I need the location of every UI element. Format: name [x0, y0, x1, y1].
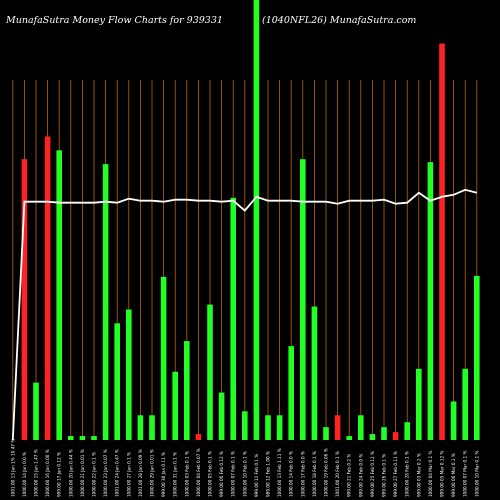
flow-bar — [195, 434, 202, 440]
x-tick-label: 1000.00 31 Jan 0.1 % — [173, 452, 178, 497]
x-tick-label: 1000.00 13 Feb 1.11 % — [277, 448, 282, 497]
chart-subtitle: (1040NFL26) MunafaSutra.com — [262, 15, 416, 26]
flow-bar — [311, 306, 318, 440]
x-tick-label: 1000.00 27 Jan 0.1 % — [126, 452, 131, 497]
x-tick-label: 1000.00 04 Feb 0.07 % — [196, 448, 201, 497]
flow-bar — [137, 415, 144, 440]
x-tick-label: 999.00 03 Mar 0.2 % — [416, 453, 421, 497]
flow-bar — [392, 432, 399, 440]
x-tick-label: 1000.00 20 Jan 0.44 % — [68, 449, 73, 497]
flow-bar — [126, 309, 132, 440]
flow-bar — [160, 276, 167, 440]
flow-bar — [416, 368, 422, 440]
flow-bar — [79, 436, 86, 440]
x-tick-label: 999.00 06 Feb 0.12 % — [219, 451, 224, 497]
x-tick-label: 1000.00 15 Jan 1.47 % — [34, 449, 39, 497]
x-tick-label: 999.00 06 Mar 0.1 % — [451, 453, 456, 497]
x-tick-label: 1000.00 21 Jan 0.01 % — [80, 449, 85, 497]
flow-bar — [439, 43, 445, 441]
price-line — [11, 188, 478, 441]
x-tick-label: 999.00 25 Feb 0.12 % — [370, 451, 375, 497]
flow-bar — [253, 0, 260, 440]
flow-bar — [149, 415, 155, 440]
x-tick-label: 999.00 27 Feb 0.11 % — [393, 451, 398, 497]
flow-bar — [102, 164, 109, 440]
x-axis-tick-labels: 1001.00 13 Jan 1% 10.47 % 1000.00 14 Jan … — [10, 439, 479, 497]
x-tick-label: 999.00 30 Jan 0.11 % — [161, 452, 166, 497]
x-tick-label: 1000.00 29 Jan 0.01 % — [150, 449, 155, 497]
x-tick-label: 1000.00 10 Mar 0.1 % — [474, 450, 479, 497]
flow-bar — [91, 436, 97, 440]
flow-bar — [218, 392, 225, 440]
x-tick-label: 1000.00 23 Jan 0.07 % — [103, 449, 108, 497]
chart-title: MunafaSutra Money Flow Charts for 939331 — [5, 15, 223, 26]
x-tick-label: 1000.00 04 Mar 0.1 % — [428, 450, 433, 497]
x-tick-label: 999.00 21 Feb 0.2 % — [347, 454, 352, 497]
x-tick-label: 999.00 26 Feb 0.1 % — [382, 454, 387, 497]
flow-bar — [323, 427, 329, 440]
price-line-series — [11, 188, 478, 441]
x-tick-label: 1000.00 22 Jan 0.1 % — [92, 452, 97, 497]
x-tick-label: 1000.00 16 Jan 0.00 % — [45, 449, 50, 497]
flow-bar — [33, 382, 39, 440]
grid-lines — [12, 80, 478, 440]
flow-bar — [172, 371, 178, 440]
x-tick-label: 1001.00 20 Feb 0.1 % — [335, 451, 340, 497]
flow-bar — [450, 401, 457, 440]
x-tick-label: 989.00 12 Feb 1.00 % — [266, 451, 271, 497]
flow-bar — [334, 415, 341, 440]
flow-bar — [381, 427, 387, 440]
x-tick-label: 999.00 24 Feb 0.0 % — [358, 454, 363, 497]
flow-bar — [346, 436, 352, 440]
flow-bar — [230, 197, 236, 440]
x-tick-label: 1001.00 28 Jan 0.09 % — [138, 449, 143, 497]
x-tick-label: 999.00 05 Mar 0.12 % — [440, 450, 445, 497]
x-tick-label: 1000.00 07 Mar 0.1 % — [463, 450, 468, 497]
flow-bar — [207, 304, 213, 440]
x-tick-label: 1000.00 18 Feb 0.1 % — [312, 451, 317, 497]
x-tick-label: 1001.00 13 Jan 1% 10.47 % — [10, 439, 15, 497]
flow-bar — [68, 436, 74, 440]
flow-bar — [114, 323, 120, 440]
flow-bar — [369, 434, 376, 440]
x-tick-label: 1000.00 14 Feb 0.0 % — [289, 451, 294, 497]
flow-bar — [265, 415, 271, 440]
flow-bar — [44, 136, 51, 440]
x-tick-label: 1000.00 05 Feb 0.1 % — [208, 451, 213, 497]
bar-series — [21, 0, 480, 441]
flow-bar — [288, 346, 294, 440]
x-tick-label: 1000.00 19 Feb 0.06 % — [324, 448, 329, 497]
x-tick-label: 1000.00 07 Feb 0.1 % — [231, 451, 236, 497]
flow-bar — [474, 275, 480, 440]
flow-bar — [21, 159, 28, 440]
x-tick-label: 1000.00 28 Feb 0.1 % — [405, 451, 410, 497]
flow-bar — [242, 411, 248, 440]
x-tick-label: 1000.00 17 Feb 0.0 % — [300, 451, 305, 497]
x-tick-label: 999.00 11 Feb 0.1 % — [254, 454, 259, 497]
flow-bar — [462, 368, 468, 440]
flow-bar — [300, 159, 306, 440]
x-tick-label: 1000.00 03 Feb 0.1 % — [184, 451, 189, 497]
flow-bar — [427, 162, 434, 441]
x-tick-label: 1000.00 14 Jan 0.0 % — [22, 452, 27, 497]
flow-bar — [404, 422, 410, 440]
x-tick-label: 1000.00 10 Feb 0.1 % — [242, 451, 247, 497]
x-tick-label: 1001.00 24 Jan 0.47 % — [115, 449, 120, 497]
flow-bar — [184, 341, 190, 440]
flow-bar — [358, 415, 364, 440]
flow-bar — [56, 150, 62, 441]
x-tick-label: 999.00 17 Jan 0.12 % — [57, 452, 62, 497]
flow-bar — [276, 415, 283, 440]
